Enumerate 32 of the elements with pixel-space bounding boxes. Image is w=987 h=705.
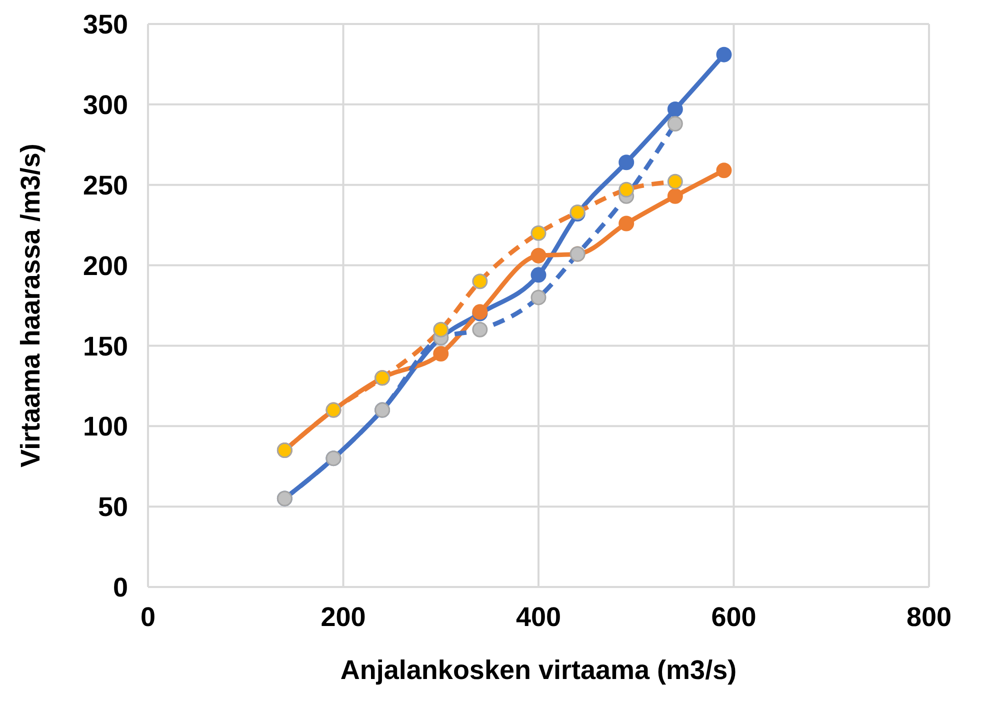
- x-tick-label: 400: [516, 602, 562, 632]
- point: [667, 116, 683, 132]
- point: [472, 322, 488, 338]
- point: [472, 274, 488, 290]
- y-tick-label: 50: [98, 492, 128, 522]
- point: [618, 182, 634, 198]
- point: [530, 290, 546, 306]
- y-tick-label: 0: [112, 572, 128, 603]
- y-tick-label: 200: [82, 250, 128, 281]
- x-tick-label: 0: [140, 602, 156, 632]
- point: [530, 248, 546, 264]
- point: [433, 346, 449, 362]
- point: [530, 267, 546, 283]
- point: [716, 162, 732, 178]
- point: [618, 216, 634, 232]
- point: [433, 322, 449, 338]
- point: [667, 174, 683, 190]
- x-tick-label: 200: [320, 602, 366, 632]
- y-tick-label: 100: [82, 412, 128, 442]
- x-tick-label: 800: [906, 602, 952, 632]
- point: [667, 102, 683, 118]
- y-axis-title: Virtaama haarassa /m3/s): [16, 144, 46, 468]
- point: [716, 46, 732, 62]
- point: [530, 225, 546, 241]
- x-axis-title: Anjalankosken virtaama (m3/s): [340, 655, 737, 685]
- y-tick-label: 150: [82, 331, 128, 362]
- y-tick-label: 250: [82, 170, 128, 200]
- y-tick-label: 350: [82, 10, 128, 40]
- point: [618, 154, 634, 170]
- y-tick-label: 300: [82, 90, 128, 120]
- point: [667, 188, 683, 204]
- x-tick-label: 600: [711, 602, 756, 632]
